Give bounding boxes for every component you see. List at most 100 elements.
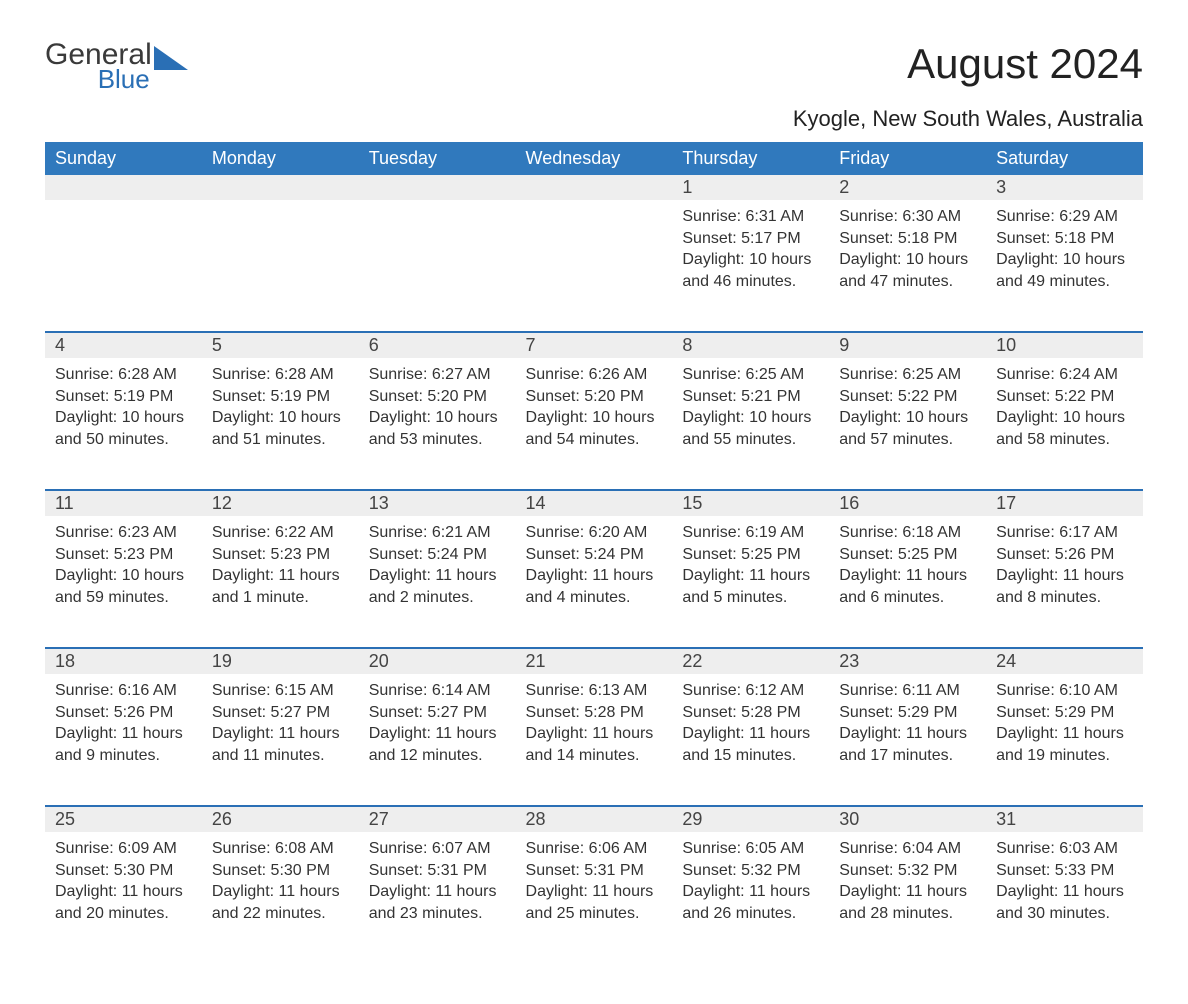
day-cell: Sunrise: 6:07 AMSunset: 5:31 PMDaylight:… (359, 832, 516, 964)
sunset-line: Sunset: 5:23 PM (55, 544, 192, 566)
sunrise-line: Sunrise: 6:10 AM (996, 680, 1133, 702)
sunrise-line: Sunrise: 6:26 AM (526, 364, 663, 386)
day-detail-row: Sunrise: 6:16 AMSunset: 5:26 PMDaylight:… (45, 674, 1143, 806)
sunrise-line: Sunrise: 6:25 AM (839, 364, 976, 386)
day-number: 9 (829, 332, 986, 358)
day-cell: Sunrise: 6:29 AMSunset: 5:18 PMDaylight:… (986, 200, 1143, 332)
sunset-line: Sunset: 5:32 PM (682, 860, 819, 882)
sunrise-line: Sunrise: 6:08 AM (212, 838, 349, 860)
sunrise-line: Sunrise: 6:18 AM (839, 522, 976, 544)
day-cell: Sunrise: 6:27 AMSunset: 5:20 PMDaylight:… (359, 358, 516, 490)
day-header-row: SundayMondayTuesdayWednesdayThursdayFrid… (45, 142, 1143, 175)
day-header: Wednesday (516, 142, 673, 175)
daylight-line: Daylight: 10 hours and 54 minutes. (526, 407, 663, 450)
sunset-line: Sunset: 5:30 PM (55, 860, 192, 882)
daylight-line: Daylight: 11 hours and 1 minute. (212, 565, 349, 608)
day-header: Friday (829, 142, 986, 175)
empty-cell (359, 175, 516, 200)
day-cell: Sunrise: 6:09 AMSunset: 5:30 PMDaylight:… (45, 832, 202, 964)
daylight-line: Daylight: 10 hours and 59 minutes. (55, 565, 192, 608)
sunrise-line: Sunrise: 6:28 AM (212, 364, 349, 386)
daylight-line: Daylight: 10 hours and 55 minutes. (682, 407, 819, 450)
sunrise-line: Sunrise: 6:13 AM (526, 680, 663, 702)
day-number-row: 45678910 (45, 332, 1143, 358)
day-cell: Sunrise: 6:14 AMSunset: 5:27 PMDaylight:… (359, 674, 516, 806)
sunset-line: Sunset: 5:27 PM (369, 702, 506, 724)
day-cell: Sunrise: 6:08 AMSunset: 5:30 PMDaylight:… (202, 832, 359, 964)
empty-cell (359, 200, 516, 332)
sunset-line: Sunset: 5:25 PM (682, 544, 819, 566)
sunrise-line: Sunrise: 6:16 AM (55, 680, 192, 702)
daylight-line: Daylight: 10 hours and 46 minutes. (682, 249, 819, 292)
day-cell: Sunrise: 6:12 AMSunset: 5:28 PMDaylight:… (672, 674, 829, 806)
sunset-line: Sunset: 5:28 PM (526, 702, 663, 724)
day-number: 30 (829, 806, 986, 832)
sunset-line: Sunset: 5:33 PM (996, 860, 1133, 882)
title-block: August 2024 Kyogle, New South Wales, Aus… (793, 40, 1143, 142)
daylight-line: Daylight: 10 hours and 51 minutes. (212, 407, 349, 450)
sunrise-line: Sunrise: 6:14 AM (369, 680, 506, 702)
day-number: 16 (829, 490, 986, 516)
sunset-line: Sunset: 5:24 PM (369, 544, 506, 566)
daylight-line: Daylight: 10 hours and 47 minutes. (839, 249, 976, 292)
empty-cell (202, 200, 359, 332)
sunset-line: Sunset: 5:26 PM (55, 702, 192, 724)
day-number-row: 25262728293031 (45, 806, 1143, 832)
day-number: 12 (202, 490, 359, 516)
calendar-table: SundayMondayTuesdayWednesdayThursdayFrid… (45, 142, 1143, 964)
daylight-line: Daylight: 10 hours and 58 minutes. (996, 407, 1133, 450)
calendar-body: 123Sunrise: 6:31 AMSunset: 5:17 PMDaylig… (45, 175, 1143, 964)
sunset-line: Sunset: 5:32 PM (839, 860, 976, 882)
sunrise-line: Sunrise: 6:21 AM (369, 522, 506, 544)
empty-cell (516, 200, 673, 332)
day-cell: Sunrise: 6:03 AMSunset: 5:33 PMDaylight:… (986, 832, 1143, 964)
day-cell: Sunrise: 6:28 AMSunset: 5:19 PMDaylight:… (45, 358, 202, 490)
day-cell: Sunrise: 6:17 AMSunset: 5:26 PMDaylight:… (986, 516, 1143, 648)
day-number: 22 (672, 648, 829, 674)
sunset-line: Sunset: 5:19 PM (55, 386, 192, 408)
daylight-line: Daylight: 11 hours and 17 minutes. (839, 723, 976, 766)
daylight-line: Daylight: 11 hours and 15 minutes. (682, 723, 819, 766)
sunset-line: Sunset: 5:27 PM (212, 702, 349, 724)
sunset-line: Sunset: 5:25 PM (839, 544, 976, 566)
day-number: 23 (829, 648, 986, 674)
daylight-line: Daylight: 11 hours and 4 minutes. (526, 565, 663, 608)
day-number: 17 (986, 490, 1143, 516)
sunrise-line: Sunrise: 6:05 AM (682, 838, 819, 860)
day-number: 7 (516, 332, 673, 358)
day-cell: Sunrise: 6:25 AMSunset: 5:22 PMDaylight:… (829, 358, 986, 490)
day-cell: Sunrise: 6:21 AMSunset: 5:24 PMDaylight:… (359, 516, 516, 648)
day-cell: Sunrise: 6:23 AMSunset: 5:23 PMDaylight:… (45, 516, 202, 648)
logo-text: General Blue (45, 40, 152, 92)
day-cell: Sunrise: 6:19 AMSunset: 5:25 PMDaylight:… (672, 516, 829, 648)
sunrise-line: Sunrise: 6:04 AM (839, 838, 976, 860)
sunrise-line: Sunrise: 6:24 AM (996, 364, 1133, 386)
day-cell: Sunrise: 6:28 AMSunset: 5:19 PMDaylight:… (202, 358, 359, 490)
sunrise-line: Sunrise: 6:30 AM (839, 206, 976, 228)
sunset-line: Sunset: 5:21 PM (682, 386, 819, 408)
sunrise-line: Sunrise: 6:19 AM (682, 522, 819, 544)
day-number: 18 (45, 648, 202, 674)
day-cell: Sunrise: 6:06 AMSunset: 5:31 PMDaylight:… (516, 832, 673, 964)
day-number: 14 (516, 490, 673, 516)
day-number: 19 (202, 648, 359, 674)
daylight-line: Daylight: 11 hours and 9 minutes. (55, 723, 192, 766)
sunrise-line: Sunrise: 6:29 AM (996, 206, 1133, 228)
day-number: 6 (359, 332, 516, 358)
empty-cell (45, 200, 202, 332)
sunset-line: Sunset: 5:28 PM (682, 702, 819, 724)
sunset-line: Sunset: 5:20 PM (369, 386, 506, 408)
day-cell: Sunrise: 6:31 AMSunset: 5:17 PMDaylight:… (672, 200, 829, 332)
sunrise-line: Sunrise: 6:17 AM (996, 522, 1133, 544)
day-number-row: 18192021222324 (45, 648, 1143, 674)
daylight-line: Daylight: 10 hours and 50 minutes. (55, 407, 192, 450)
daylight-line: Daylight: 11 hours and 11 minutes. (212, 723, 349, 766)
sunrise-line: Sunrise: 6:31 AM (682, 206, 819, 228)
empty-cell (202, 175, 359, 200)
sunrise-line: Sunrise: 6:06 AM (526, 838, 663, 860)
day-detail-row: Sunrise: 6:28 AMSunset: 5:19 PMDaylight:… (45, 358, 1143, 490)
day-cell: Sunrise: 6:25 AMSunset: 5:21 PMDaylight:… (672, 358, 829, 490)
day-cell: Sunrise: 6:05 AMSunset: 5:32 PMDaylight:… (672, 832, 829, 964)
daylight-line: Daylight: 11 hours and 19 minutes. (996, 723, 1133, 766)
day-detail-row: Sunrise: 6:09 AMSunset: 5:30 PMDaylight:… (45, 832, 1143, 964)
